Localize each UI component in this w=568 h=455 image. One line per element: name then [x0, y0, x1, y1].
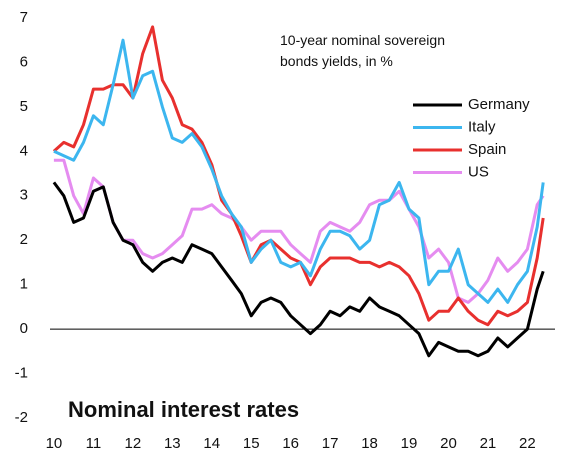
y-tick-label: 5 — [20, 98, 28, 115]
annotation: Nominal interest rates — [68, 397, 299, 422]
x-tick-label: 22 — [519, 435, 536, 452]
legend-label: US — [468, 163, 489, 180]
y-tick-label: 7 — [20, 9, 28, 26]
x-tick-label: 16 — [282, 435, 299, 452]
x-tick-label: 12 — [125, 435, 142, 452]
series-line — [53, 38, 545, 304]
series-line — [53, 158, 545, 304]
y-tick-label: 4 — [20, 142, 28, 159]
legend-label: Germany — [468, 96, 530, 113]
chart-title: 10-year nominal sovereign bonds yields, … — [280, 32, 445, 69]
y-tick-label: -1 — [15, 365, 28, 382]
x-tick-label: 21 — [480, 435, 497, 452]
x-tick-label: 17 — [322, 435, 339, 452]
x-tick-label: 18 — [361, 435, 378, 452]
y-tick-label: 6 — [20, 53, 28, 70]
legend-label: Spain — [468, 141, 506, 158]
x-tick-label: 13 — [164, 435, 181, 452]
x-tick-label: 19 — [401, 435, 418, 452]
series-line — [52, 181, 545, 358]
legend-label: Italy — [468, 118, 496, 135]
x-tick-label: 20 — [440, 435, 457, 452]
y-tick-label: -2 — [15, 409, 28, 426]
x-tick-label: 15 — [243, 435, 260, 452]
x-tick-label: 10 — [46, 435, 63, 452]
y-tick-label: 2 — [20, 231, 28, 248]
y-tick-label: 3 — [20, 187, 28, 204]
y-tick-label: 1 — [20, 276, 28, 293]
y-tick-label: 0 — [20, 320, 28, 337]
x-tick-label: 14 — [203, 435, 220, 452]
x-tick-label: 11 — [86, 435, 102, 452]
